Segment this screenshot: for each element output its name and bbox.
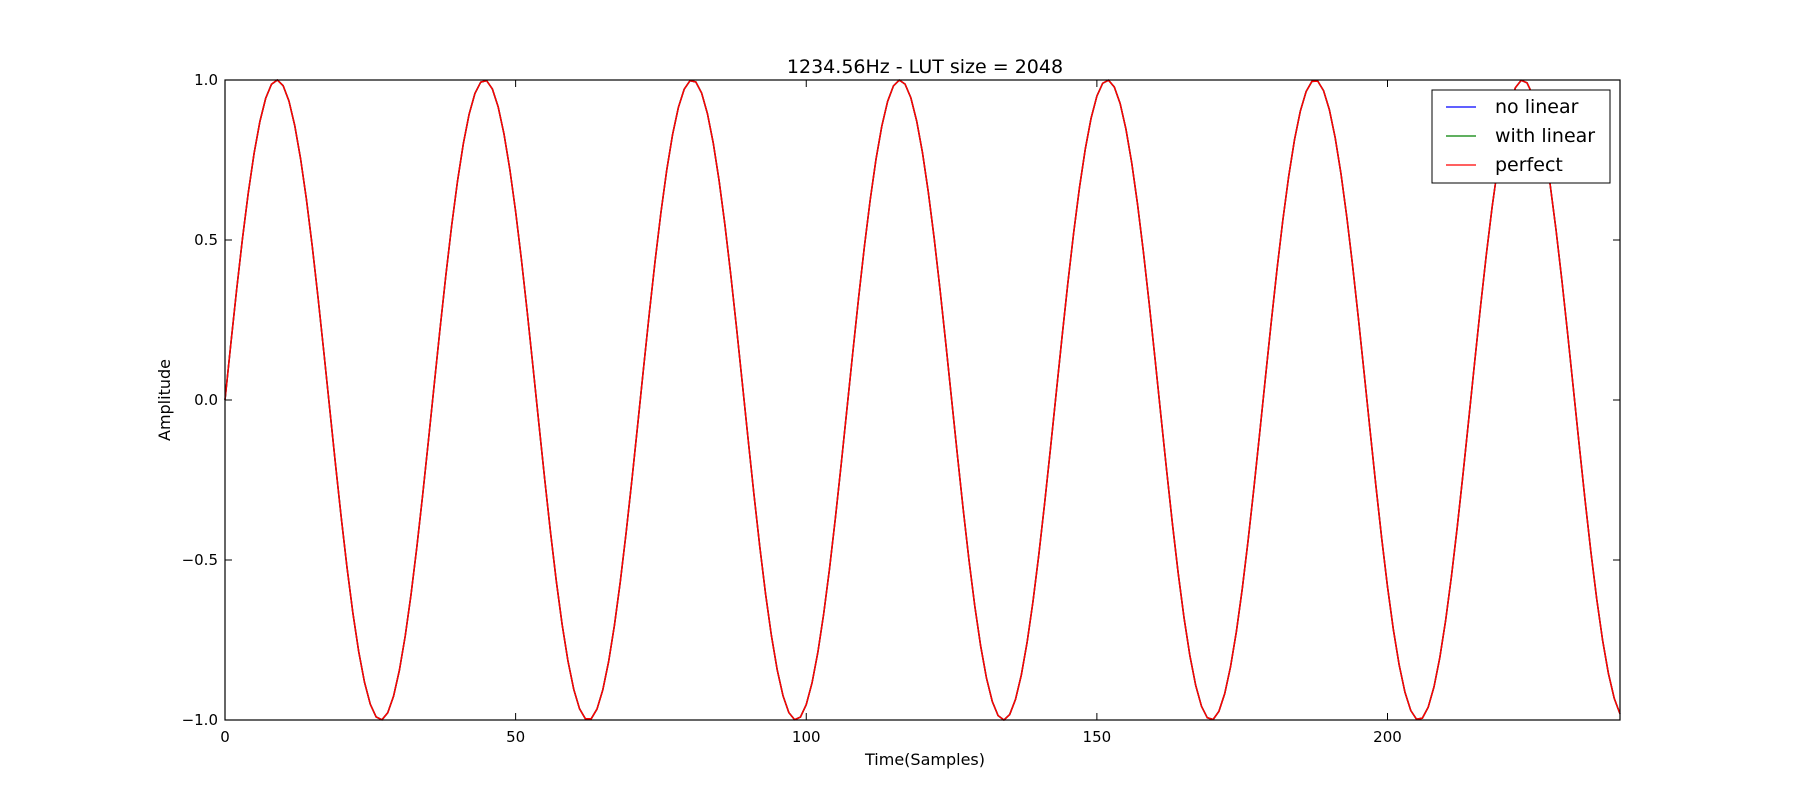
x-tick-label: 200 — [1373, 728, 1402, 746]
y-tick-label: 1.0 — [194, 71, 218, 89]
legend-label-no-linear: no linear — [1495, 96, 1579, 118]
legend-entry-perfect: perfect — [1446, 154, 1563, 176]
y-axis-label: Amplitude — [155, 359, 174, 441]
x-tick-label: 50 — [506, 728, 525, 746]
y-axis-ticks: 1.0 0.5 0.0 −0.5 −1.0 — [182, 71, 1620, 729]
series-layer — [224, 79, 1621, 721]
y-tick-label: −0.5 — [182, 551, 218, 569]
axes-background — [225, 80, 1620, 720]
legend-entry-no-linear: no linear — [1446, 96, 1579, 118]
y-tick-label: 0.5 — [194, 231, 218, 249]
y-tick-label: −1.0 — [182, 711, 218, 729]
legend: no linear with linear perfect — [1431, 89, 1611, 184]
x-tick-label: 100 — [792, 728, 821, 746]
legend-entry-with-linear: with linear — [1446, 125, 1595, 147]
legend-label-with-linear: with linear — [1495, 125, 1595, 147]
plot-area — [224, 79, 1621, 721]
x-tick-label: 150 — [1083, 728, 1112, 746]
x-axis-ticks: 0 50 100 150 200 — [220, 80, 1402, 746]
x-tick-label: 0 — [220, 728, 230, 746]
series-line-perfect — [224, 79, 1621, 721]
chart-title: 1234.56Hz - LUT size = 2048 — [787, 56, 1063, 78]
legend-label-perfect: perfect — [1495, 154, 1563, 176]
y-tick-label: 0.0 — [194, 391, 218, 409]
x-axis-label: Time(Samples) — [864, 750, 985, 769]
